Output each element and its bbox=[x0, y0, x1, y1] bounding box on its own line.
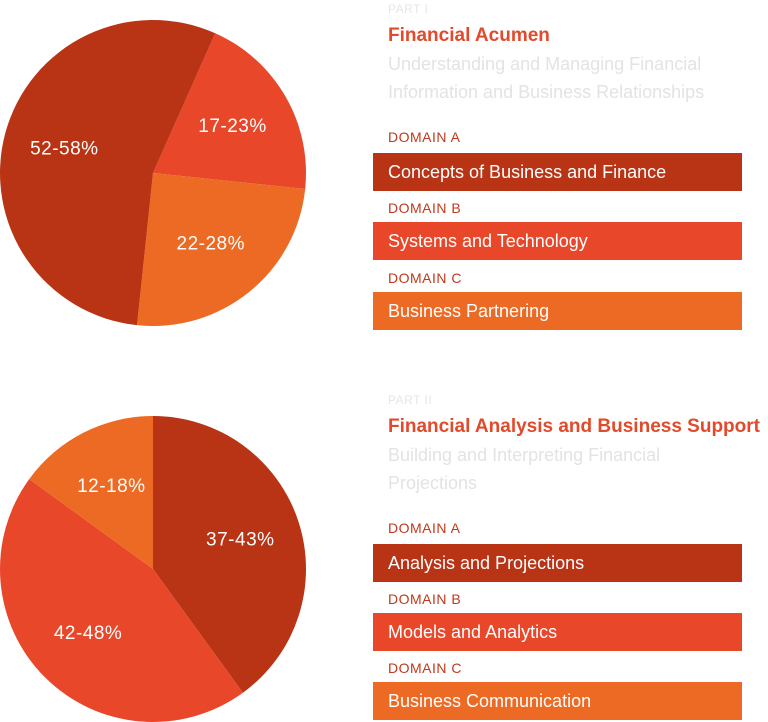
domain-b-label: DOMAIN B bbox=[388, 591, 462, 607]
part-subtitle: Understanding and Managing Financial Inf… bbox=[388, 54, 705, 102]
domain-c-bar: Business Partnering bbox=[373, 292, 742, 330]
domain-a-bar: Analysis and Projections bbox=[373, 544, 742, 582]
domain-c-bar: Business Communication bbox=[373, 682, 742, 720]
pie-slice-label: 17-23% bbox=[198, 116, 267, 137]
pie-slice bbox=[29, 416, 154, 569]
domain-b-bar: Systems and Technology bbox=[373, 222, 742, 260]
pie-slice bbox=[153, 416, 306, 693]
pie-slice-label: 12-18% bbox=[77, 476, 146, 497]
part-label: PART I bbox=[388, 2, 429, 16]
domain-b-label: DOMAIN B bbox=[388, 200, 462, 216]
part-subtitle: Building and Interpreting Financial Proj… bbox=[388, 445, 661, 493]
pie-chart-part-2: 37-43% 42-48% 12-18% bbox=[0, 416, 306, 722]
domain-a-bar: Concepts of Business and Finance bbox=[373, 153, 742, 191]
domain-c-label: DOMAIN C bbox=[388, 660, 462, 676]
pie-slice-label: 37-43% bbox=[206, 530, 275, 551]
pie-slice bbox=[0, 20, 216, 326]
pie-slice-label: 52-58% bbox=[30, 138, 99, 159]
pie-slice bbox=[137, 173, 306, 327]
domain-c-label: DOMAIN C bbox=[388, 270, 462, 286]
pie-chart-part-1: 17-23% 22-28% 52-58% bbox=[0, 20, 306, 327]
domain-b-bar: Models and Analytics bbox=[373, 613, 742, 651]
pie-slice bbox=[0, 479, 243, 722]
pie-slice-label: 42-48% bbox=[54, 623, 123, 644]
part-title: Financial Analysis and Business Support bbox=[388, 416, 760, 437]
domain-a-label: DOMAIN A bbox=[388, 129, 461, 145]
pie-slice-label: 22-28% bbox=[177, 233, 246, 254]
part-title: Financial Acumen bbox=[388, 25, 550, 46]
pie-slice bbox=[153, 33, 306, 189]
domain-a-label: DOMAIN A bbox=[388, 520, 461, 536]
part-label: PART II bbox=[388, 393, 433, 407]
